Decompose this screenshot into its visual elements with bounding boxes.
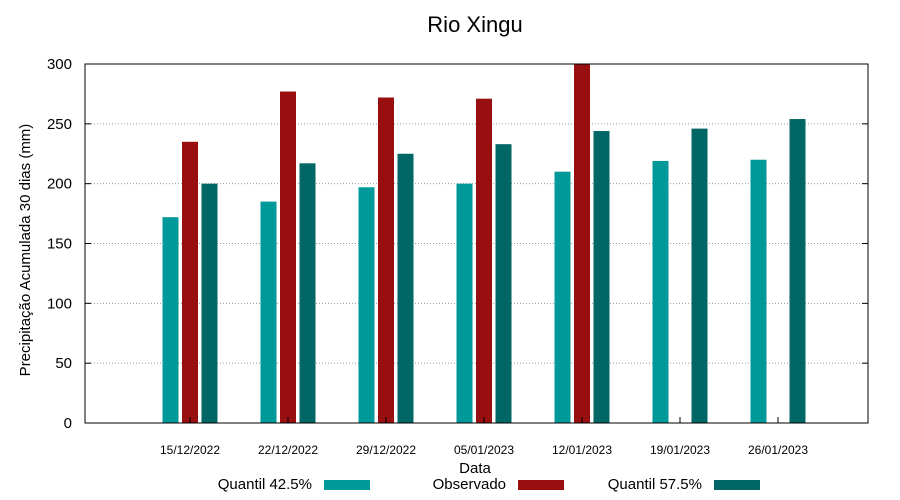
bars <box>162 64 806 424</box>
y-tick-label: 0 <box>64 415 72 432</box>
y-axis-label: Precipitação Acumulada 30 dias (mm) <box>17 124 34 377</box>
x-axis-ticks: 15/12/2022 22/12/2022 29/12/2022 05/01/2023… <box>160 417 808 457</box>
bar-observado-2 <box>378 97 394 424</box>
legend: Quantil 42.5% Observado Quantil 57.5% <box>218 476 760 493</box>
x-tick-label: 19/01/2023 <box>650 443 710 457</box>
y-tick-label: 200 <box>47 176 72 193</box>
bar-quantil-42-5--4 <box>554 171 571 423</box>
bar-quantil-57-5--2 <box>397 153 414 423</box>
bar-quantil-57-5--1 <box>299 163 316 423</box>
legend-label: Quantil 57.5% <box>608 476 702 493</box>
legend-swatch <box>714 480 760 490</box>
bar-observado-0 <box>182 141 198 424</box>
bar-observado-3 <box>476 98 492 423</box>
legend-swatch <box>324 480 370 490</box>
y-tick-label: 150 <box>47 236 72 253</box>
bar-quantil-57-5--3 <box>495 144 512 423</box>
x-tick-label: 29/12/2022 <box>356 443 416 457</box>
bar-quantil-57-5--5 <box>691 128 708 423</box>
x-tick-label: 12/01/2023 <box>552 443 612 457</box>
x-tick-label: 26/01/2023 <box>748 443 808 457</box>
x-tick-label: 22/12/2022 <box>258 443 318 457</box>
x-axis-label: Data <box>459 460 491 477</box>
y-tick-label: 300 <box>47 56 72 73</box>
x-tick-label: 05/01/2023 <box>454 443 514 457</box>
bar-quantil-42-5--6 <box>750 159 767 423</box>
chart-title: Rio Xingu <box>427 12 522 37</box>
bar-quantil-42-5--0 <box>162 217 179 423</box>
bar-quantil-42-5--1 <box>260 201 277 423</box>
y-axis-ticks: 0 50 100 150 200 250 300 <box>47 56 868 432</box>
bar-quantil-57-5--0 <box>201 183 218 423</box>
y-tick-label: 50 <box>55 355 72 372</box>
bar-quantil-57-5--6 <box>789 119 806 424</box>
y-tick-label: 100 <box>47 295 72 312</box>
bar-observado-1 <box>280 91 296 424</box>
bar-quantil-57-5--4 <box>593 131 610 423</box>
bar-quantil-42-5--5 <box>652 160 669 423</box>
plot-frame <box>84 63 869 424</box>
y-tick-label: 250 <box>47 116 72 133</box>
legend-label: Quantil 42.5% <box>218 476 312 493</box>
legend-swatch <box>518 480 564 490</box>
x-tick-label: 15/12/2022 <box>160 443 220 457</box>
bar-quantil-42-5--2 <box>358 187 375 423</box>
bar-observado-4 <box>574 64 590 423</box>
legend-label: Observado <box>433 476 506 493</box>
bar-quantil-42-5--3 <box>456 183 473 423</box>
